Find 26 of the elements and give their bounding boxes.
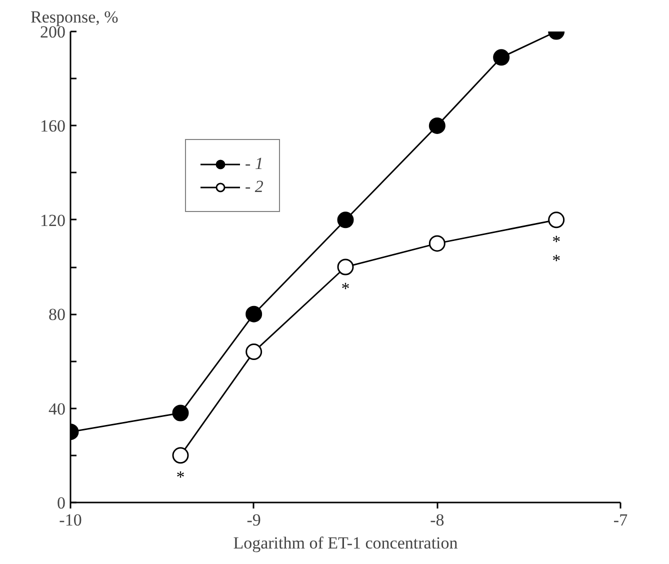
point xyxy=(428,117,446,134)
y-tick-label: 80 xyxy=(48,305,66,324)
x-tick-label: -7 xyxy=(613,510,628,530)
y-tick-label: 40 xyxy=(48,399,66,418)
x-tick-label: -9 xyxy=(246,510,261,530)
point xyxy=(172,447,189,464)
y-tick-label: 120 xyxy=(40,210,66,230)
y-tick-label: 160 xyxy=(40,116,66,136)
point xyxy=(246,344,262,360)
point xyxy=(246,306,262,322)
x-tick-label: -8 xyxy=(430,510,444,530)
annotation: * xyxy=(176,467,185,486)
x-tick-label: -10 xyxy=(59,510,82,530)
x-axis-title: Logarithm of ET-1 concentration xyxy=(233,534,458,552)
point xyxy=(548,212,565,228)
point xyxy=(337,258,354,276)
point xyxy=(428,235,446,252)
annotation: * * xyxy=(552,232,561,270)
legend-label: - 1 xyxy=(245,154,264,174)
annotation: * xyxy=(341,279,350,298)
point xyxy=(172,404,189,422)
legend-label: - 2 xyxy=(245,177,264,197)
y-tick-label: 0 xyxy=(57,494,66,512)
y-axis-title: Response, % xyxy=(30,8,118,26)
point xyxy=(337,212,354,228)
point xyxy=(493,49,510,66)
